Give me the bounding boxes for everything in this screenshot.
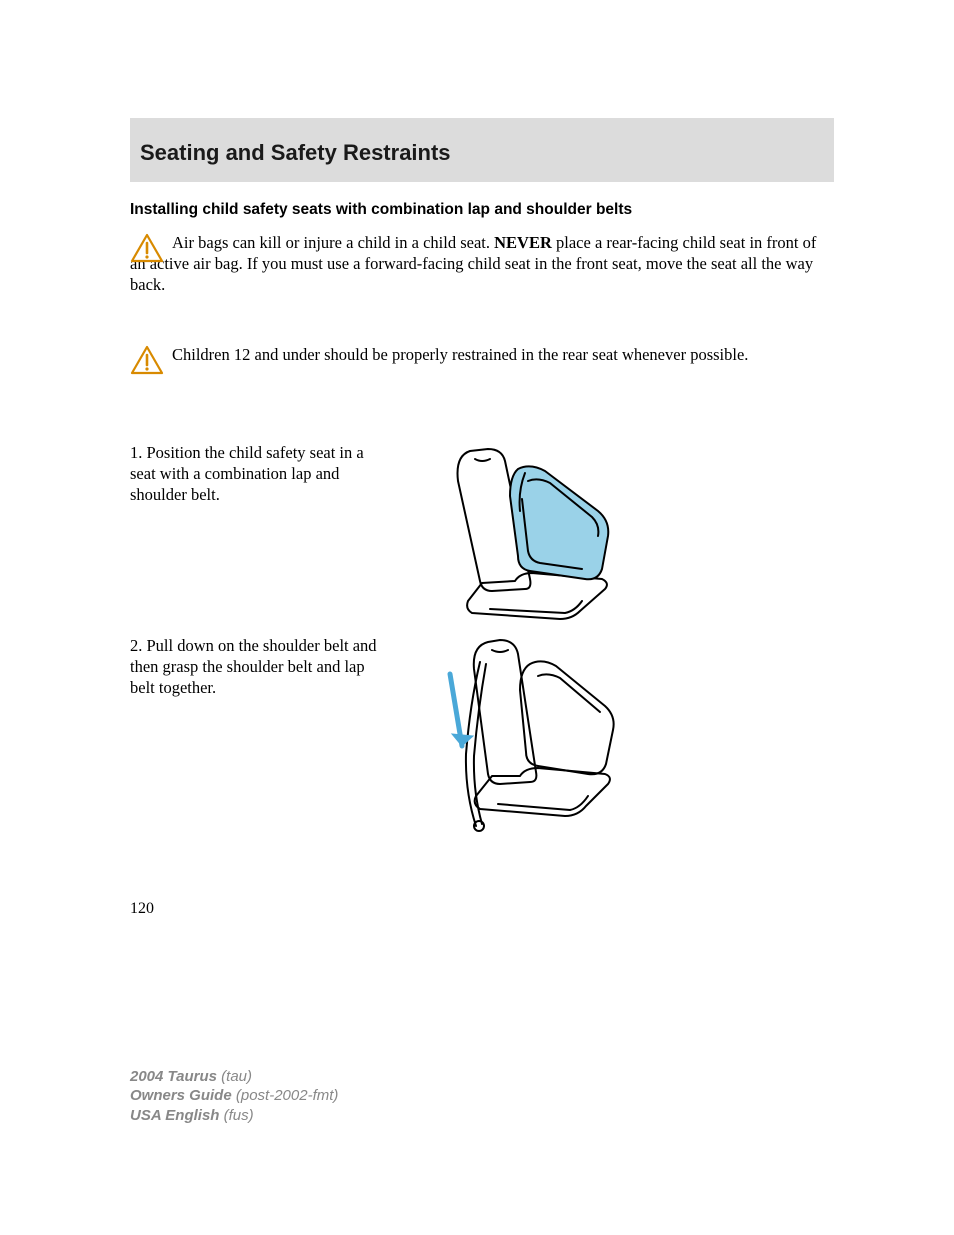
section-title: Seating and Safety Restraints <box>140 140 824 166</box>
section-header-bar: Seating and Safety Restraints <box>130 118 834 182</box>
warning-triangle-icon <box>130 345 164 381</box>
footnote-rest: (post-2002-fmt) <box>232 1087 339 1104</box>
step2-illustration <box>410 634 834 834</box>
footnote-line: 2004 Taurus (tau) <box>130 1067 338 1087</box>
warning-block: Air bags can kill or injure a child in a… <box>130 233 834 295</box>
footnote-rest: (fus) <box>219 1107 253 1124</box>
footnote-bold: Owners Guide <box>130 1087 232 1104</box>
step-row: 2. Pull down on the shoulder belt and th… <box>130 634 834 834</box>
step1-illustration <box>410 441 834 626</box>
footnote-bold: 2004 Taurus <box>130 1068 217 1085</box>
warning-block: Children 12 and under should be properly… <box>130 345 834 383</box>
warning-text: Children 12 and under should be properly… <box>130 345 834 366</box>
footnote: 2004 Taurus (tau) Owners Guide (post-200… <box>130 1067 338 1126</box>
footnote-rest: (tau) <box>217 1068 252 1085</box>
footnote-line: Owners Guide (post-2002-fmt) <box>130 1086 338 1106</box>
step-text: 1. Position the child safety seat in a s… <box>130 441 380 505</box>
footnote-bold: USA English <box>130 1107 219 1124</box>
subheading: Installing child safety seats with combi… <box>130 200 834 219</box>
warning-text-pre: Children 12 and under should be properly… <box>172 345 748 364</box>
warning-text-pre: Air bags can kill or injure a child in a… <box>172 233 494 252</box>
step-row: 1. Position the child safety seat in a s… <box>130 441 834 626</box>
footnote-line: USA English (fus) <box>130 1106 338 1126</box>
warning-emphasis: NEVER <box>494 233 552 252</box>
warning-triangle-icon <box>130 233 164 269</box>
page: Seating and Safety Restraints Installing… <box>0 0 954 1235</box>
page-number: 120 <box>130 900 154 918</box>
step-text: 2. Pull down on the shoulder belt and th… <box>130 634 380 698</box>
warning-text: Air bags can kill or injure a child in a… <box>130 233 834 295</box>
